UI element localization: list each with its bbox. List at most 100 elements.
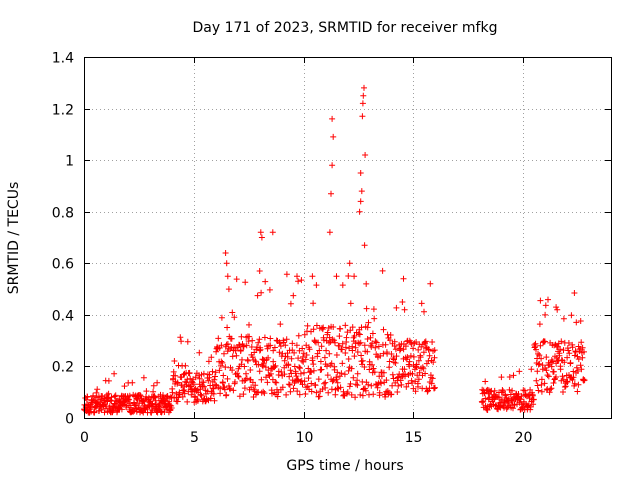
data-point (212, 369, 219, 376)
data-point (334, 369, 341, 376)
data-point (112, 392, 119, 399)
data-point (349, 324, 356, 331)
data-point (363, 305, 370, 312)
data-point (310, 367, 317, 374)
data-point (261, 390, 268, 397)
data-point (285, 362, 292, 369)
data-point (356, 208, 363, 215)
data-point (344, 389, 351, 396)
data-point (143, 388, 150, 395)
data-point (196, 375, 203, 382)
data-point (302, 356, 309, 363)
data-point (336, 333, 343, 340)
data-point (260, 388, 267, 395)
data-point (375, 343, 382, 350)
data-point (415, 383, 421, 390)
data-point (258, 376, 265, 383)
data-point (364, 324, 371, 331)
data-point (228, 335, 235, 342)
data-point (241, 363, 248, 370)
data-point (313, 282, 320, 289)
data-point (430, 359, 437, 366)
data-point (258, 289, 265, 296)
data-point (90, 392, 97, 399)
data-point (372, 338, 379, 345)
y-tick-label: 0.8 (52, 206, 74, 222)
data-point (304, 383, 311, 390)
data-point (179, 393, 186, 400)
data-point (404, 354, 411, 361)
data-point (548, 363, 555, 370)
data-point (323, 347, 330, 354)
data-point (482, 378, 489, 385)
data-point (351, 353, 358, 360)
data-point (207, 382, 214, 389)
data-point (229, 353, 236, 360)
data-point (236, 342, 243, 349)
data-point (573, 364, 580, 371)
data-point (225, 286, 232, 293)
data-point (423, 360, 430, 367)
data-point (295, 332, 302, 339)
data-point (361, 342, 368, 349)
data-point (140, 374, 147, 381)
data-point (308, 380, 315, 387)
data-point (366, 366, 373, 373)
data-point (281, 371, 288, 378)
data-point (572, 349, 579, 355)
data-point (389, 371, 396, 378)
data-point (373, 339, 380, 346)
data-point (388, 351, 395, 357)
data-point (372, 344, 379, 351)
data-point (536, 321, 543, 328)
data-point (154, 379, 161, 386)
data-point (252, 382, 259, 389)
data-point (388, 391, 395, 398)
data-point (422, 370, 429, 377)
data-point (294, 388, 301, 395)
data-point (535, 387, 542, 394)
data-point (186, 369, 193, 376)
data-point (410, 345, 417, 352)
data-point (387, 337, 393, 344)
data-point (287, 388, 294, 395)
data-point (571, 380, 578, 387)
data-point (421, 308, 427, 315)
y-tick-label: 0.2 (52, 360, 74, 376)
data-point (205, 358, 212, 365)
chart-title: Day 171 of 2023, SRMTID for receiver mfk… (193, 20, 498, 36)
data-point (255, 339, 262, 346)
data-point (283, 271, 290, 278)
data-point (537, 342, 544, 349)
data-point (233, 276, 240, 283)
data-point (303, 352, 310, 358)
data-point (369, 361, 375, 368)
data-point (226, 385, 233, 392)
data-point (542, 302, 549, 309)
data-point (200, 370, 207, 377)
data-point (566, 350, 573, 357)
data-point (235, 373, 242, 380)
data-point (541, 380, 548, 387)
data-point (237, 347, 244, 354)
data-point (298, 377, 305, 384)
data-point (224, 375, 231, 382)
data-point (256, 368, 263, 375)
data-point (342, 322, 349, 329)
data-point (277, 343, 284, 350)
data-point (397, 377, 404, 384)
data-point (431, 354, 438, 361)
grid-layer (84, 57, 611, 418)
data-point (336, 342, 343, 349)
data-point (401, 306, 408, 313)
data-point (361, 364, 368, 370)
data-point (352, 381, 359, 388)
data-point (568, 312, 575, 319)
data-point (390, 355, 397, 362)
data-point (379, 267, 386, 274)
data-point (359, 392, 366, 399)
data-point (273, 379, 280, 386)
data-point (256, 268, 263, 274)
data-point (279, 350, 286, 357)
data-point (84, 394, 91, 400)
